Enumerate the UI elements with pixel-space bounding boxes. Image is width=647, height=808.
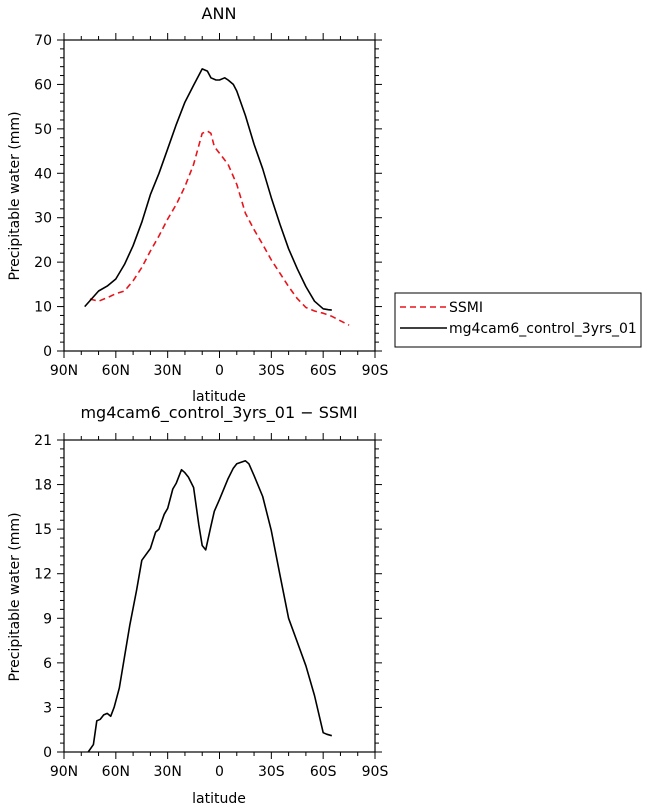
legend-label-model: mg4cam6_control_3yrs_01 (449, 321, 637, 337)
bottom-chart-y-tick-label: 3 (43, 700, 52, 716)
bottom-chart-x-tick-label: 30N (154, 764, 182, 780)
top-chart-y-tick-label: 10 (34, 300, 52, 316)
bottom-chart-y-tick-label: 0 (43, 745, 52, 761)
top-chart-series-ssmi (89, 130, 350, 326)
bottom-chart-x-tick-label: 30S (258, 764, 285, 780)
bottom-chart-plot-area: 90N 60N 30N 0 30S 60S 90S 0 3 6 9 12 15 18 21 (34, 433, 388, 780)
bottom-chart-title: mg4cam6_control_3yrs_01 − SSMI (80, 403, 357, 423)
bottom-chart-y-tick-label: 21 (34, 433, 52, 449)
top-chart-y-tick-label: 50 (34, 122, 52, 138)
bottom-chart-y-tick-label: 6 (43, 656, 52, 672)
top-chart-y-tick-label: 30 (34, 211, 52, 227)
bottom-chart-x-tick-label: 60N (102, 764, 130, 780)
bottom-chart-frame (63, 439, 376, 753)
top-chart-y-tick-label: 20 (34, 255, 52, 271)
top-chart-y-tick-label: 0 (43, 344, 52, 360)
top-chart-y-tick-label: 70 (34, 33, 52, 49)
top-chart-legend: SSMI mg4cam6_control_3yrs_01 (394, 292, 642, 348)
legend-frame (394, 292, 642, 348)
bottom-chart-series-line0 (87, 459, 333, 753)
bottom-chart-x-tick-label: 90S (362, 764, 389, 780)
bottom-chart-y-tick-label: 18 (34, 478, 52, 494)
top-chart-y-axis-label: Precipitable water (mm) (7, 111, 23, 280)
bottom-chart-x-tick-label: 60S (310, 764, 337, 780)
top-chart-frame (63, 39, 376, 352)
bottom-chart-y-tick-label: 12 (34, 567, 52, 583)
top-chart-y-tick-label: 40 (34, 166, 52, 182)
bottom-chart-x-tick-label: 90N (50, 764, 78, 780)
legend-label-ssmi: SSMI (449, 300, 483, 316)
top-chart-x-tick-label: 30N (154, 363, 182, 379)
top-chart-y-tick-label: 60 (34, 77, 52, 93)
top-chart-x-axis-label: latitude (192, 389, 246, 405)
top-chart-x-tick-label: 90N (50, 363, 78, 379)
top-chart-x-tick-label: 90S (362, 363, 389, 379)
bottom-chart: mg4cam6_control_3yrs_01 − SSMI 90N 60N 30N… (7, 403, 388, 807)
bottom-chart-y-axis-label: Precipitable water (mm) (7, 512, 23, 681)
top-chart-title: ANN (202, 4, 237, 23)
bottom-chart-y-tick-label: 9 (43, 611, 52, 627)
bottom-chart-y-tick-label: 15 (34, 522, 52, 538)
bottom-chart-x-tick-label: 0 (215, 764, 224, 780)
bottom-chart-x-axis-label: latitude (192, 791, 246, 807)
top-chart-series-mg4cam6-control-3yrs-01 (84, 68, 332, 311)
top-chart-x-tick-label: 30S (258, 363, 285, 379)
top-chart-x-tick-label: 0 (215, 363, 224, 379)
top-chart-plot-area: 90N 60N 30N 0 30S 60S 90S 0 10 20 30 40 50 60 70 (34, 33, 388, 379)
top-chart: ANN 90N 60N 30N 0 30S 60S 90S 0 10 20 30 40 50 60 70 l… (7, 4, 388, 405)
top-chart-x-tick-label: 60S (310, 363, 337, 379)
top-chart-x-tick-label: 60N (102, 363, 130, 379)
